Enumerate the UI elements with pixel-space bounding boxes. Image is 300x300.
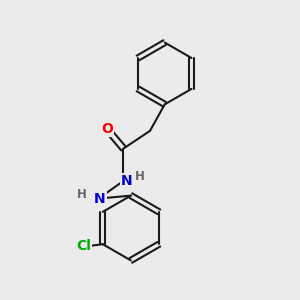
- Text: N: N: [121, 174, 132, 188]
- Text: H: H: [77, 188, 87, 201]
- Text: O: O: [101, 122, 113, 136]
- Text: H: H: [135, 170, 145, 183]
- Text: Cl: Cl: [76, 239, 91, 253]
- Text: N: N: [94, 192, 106, 206]
